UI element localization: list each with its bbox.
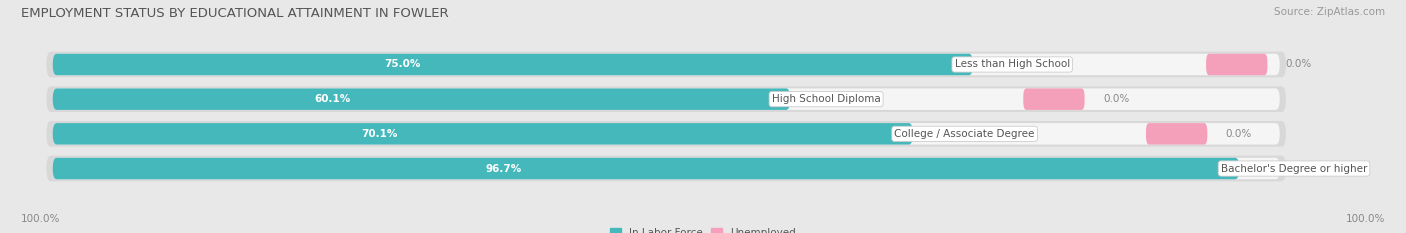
Text: 0.0%: 0.0% <box>1104 94 1129 104</box>
FancyBboxPatch shape <box>46 86 1286 112</box>
FancyBboxPatch shape <box>46 121 1286 147</box>
FancyBboxPatch shape <box>52 158 1279 179</box>
Legend: In Labor Force, Unemployed: In Labor Force, Unemployed <box>606 224 800 233</box>
FancyBboxPatch shape <box>52 88 790 110</box>
FancyBboxPatch shape <box>52 54 1279 75</box>
Text: 60.1%: 60.1% <box>315 94 352 104</box>
FancyBboxPatch shape <box>52 158 1239 179</box>
Text: 75.0%: 75.0% <box>384 59 420 69</box>
FancyBboxPatch shape <box>1146 123 1208 145</box>
FancyBboxPatch shape <box>1024 88 1084 110</box>
Text: College / Associate Degree: College / Associate Degree <box>894 129 1035 139</box>
Text: Less than High School: Less than High School <box>955 59 1070 69</box>
Text: 100.0%: 100.0% <box>21 214 60 224</box>
FancyBboxPatch shape <box>52 123 1279 145</box>
Text: 70.1%: 70.1% <box>361 129 398 139</box>
Text: Source: ZipAtlas.com: Source: ZipAtlas.com <box>1274 7 1385 17</box>
Text: 0.0%: 0.0% <box>1286 59 1312 69</box>
Text: 0.0%: 0.0% <box>1226 129 1251 139</box>
FancyBboxPatch shape <box>46 156 1286 181</box>
FancyBboxPatch shape <box>52 88 1279 110</box>
FancyBboxPatch shape <box>52 54 973 75</box>
Text: 100.0%: 100.0% <box>1346 214 1385 224</box>
FancyBboxPatch shape <box>52 123 912 145</box>
Text: Bachelor's Degree or higher: Bachelor's Degree or higher <box>1220 164 1367 174</box>
Text: High School Diploma: High School Diploma <box>772 94 880 104</box>
Text: 96.7%: 96.7% <box>485 164 522 174</box>
Text: EMPLOYMENT STATUS BY EDUCATIONAL ATTAINMENT IN FOWLER: EMPLOYMENT STATUS BY EDUCATIONAL ATTAINM… <box>21 7 449 20</box>
FancyBboxPatch shape <box>1206 54 1267 75</box>
FancyBboxPatch shape <box>46 52 1286 77</box>
